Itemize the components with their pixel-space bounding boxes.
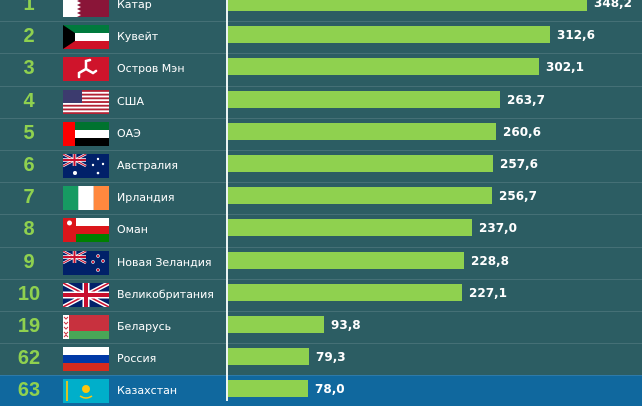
row-separator xyxy=(0,311,642,312)
bar xyxy=(227,0,587,11)
country-label: Остров Мэн xyxy=(117,62,185,76)
chart-row: 2 Кувейт 312,6 xyxy=(0,21,642,52)
flag-qatar-icon xyxy=(63,0,109,17)
bar xyxy=(227,348,309,366)
flag-ireland-icon xyxy=(63,186,109,211)
bar xyxy=(227,26,550,44)
chart-row: 4 США 263,7 xyxy=(0,86,642,117)
rank-label: 1 xyxy=(23,0,35,15)
flag-kazakhstan-icon xyxy=(63,379,109,404)
value-label: 260,6 xyxy=(503,124,541,139)
chart-row: 9 Новая Зеландия 228,8 xyxy=(0,247,642,278)
chart-row: 6 Австралия 257,6 xyxy=(0,150,642,181)
flag-usa-icon xyxy=(63,89,109,114)
value-label: 257,6 xyxy=(500,157,538,171)
row-separator xyxy=(0,279,642,280)
flag-russia-icon xyxy=(63,347,109,372)
row-separator xyxy=(0,21,642,22)
flag-uk-icon xyxy=(63,282,109,307)
country-label: Оман xyxy=(117,223,148,237)
bar xyxy=(227,316,324,333)
country-label: Казахстан xyxy=(117,384,178,398)
row-separator xyxy=(0,247,642,248)
chart-row: 5 ОАЭ 260,6 xyxy=(0,118,642,149)
country-label: Великобритания xyxy=(117,287,214,301)
chart-row: 3 Остров Мэн 302,1 xyxy=(0,53,642,84)
bar xyxy=(227,219,472,237)
flag-oman-icon xyxy=(63,218,109,243)
country-label: ОАЭ xyxy=(117,126,141,140)
value-label: 93,8 xyxy=(331,318,361,332)
chart-row: 62 Россия 79,3 xyxy=(0,343,642,374)
flag-uae-icon xyxy=(63,121,109,146)
bar xyxy=(227,380,308,398)
value-label: 263,7 xyxy=(507,92,545,107)
rank-label: 10 xyxy=(17,282,41,305)
flag-new-zealand-icon xyxy=(63,250,109,275)
value-label: 237,0 xyxy=(479,221,517,236)
chart-row: 10 Великобритания 227,1 xyxy=(0,279,642,310)
bar xyxy=(227,90,500,108)
chart-row: 7 Ирландия 256,7 xyxy=(0,182,642,213)
value-label: 227,1 xyxy=(469,285,507,300)
value-label: 256,7 xyxy=(499,189,537,204)
country-label: Беларусь xyxy=(117,320,172,333)
row-separator xyxy=(0,150,642,151)
flag-belarus-icon xyxy=(63,315,109,339)
bar xyxy=(227,251,464,269)
rank-label: 63 xyxy=(17,379,41,402)
bar xyxy=(227,58,539,76)
country-label: Австралия xyxy=(117,159,178,172)
chart-row: 19 Беларусь 93,8 xyxy=(0,311,642,342)
rank-label: 8 xyxy=(23,218,35,241)
rank-label: 4 xyxy=(23,89,35,112)
country-label: Катар xyxy=(117,0,152,11)
rank-label: 3 xyxy=(23,57,35,80)
rank-label: 5 xyxy=(23,121,35,144)
rank-label: 2 xyxy=(23,25,35,48)
rank-label: 19 xyxy=(17,315,41,337)
chart-row: 8 Оман 237,0 xyxy=(0,214,642,245)
row-separator xyxy=(0,53,642,54)
value-label: 78,0 xyxy=(315,382,345,397)
value-label: 312,6 xyxy=(557,28,595,43)
flag-australia-icon xyxy=(63,154,109,178)
row-separator xyxy=(0,86,642,87)
bar xyxy=(227,122,496,140)
row-separator xyxy=(0,343,642,344)
chart-row: 63 Казахстан 78,0 xyxy=(0,375,642,406)
value-label: 228,8 xyxy=(471,253,509,268)
value-label: 348,2 xyxy=(594,0,632,10)
row-separator xyxy=(0,182,642,183)
country-label: Кувейт xyxy=(117,30,159,44)
flag-isle-of-man-icon xyxy=(63,57,109,82)
bar xyxy=(227,283,462,301)
bar xyxy=(227,187,492,205)
flag-kuwait-icon xyxy=(63,25,109,50)
rank-label: 62 xyxy=(17,347,41,370)
chart-row: 1 Катар 348,2 xyxy=(0,0,642,20)
axis-line xyxy=(226,0,228,401)
country-label: США xyxy=(117,94,144,108)
bar xyxy=(227,155,493,172)
value-label: 302,1 xyxy=(546,60,584,75)
rank-label: 9 xyxy=(23,250,35,273)
row-separator xyxy=(0,214,642,215)
row-separator xyxy=(0,118,642,119)
value-label: 79,3 xyxy=(316,350,346,365)
country-label: Новая Зеландия xyxy=(117,255,212,269)
row-separator xyxy=(0,375,642,376)
rank-label: 6 xyxy=(23,154,35,176)
country-label: Россия xyxy=(117,352,157,366)
country-label: Ирландия xyxy=(117,191,175,205)
rank-label: 7 xyxy=(23,186,35,209)
